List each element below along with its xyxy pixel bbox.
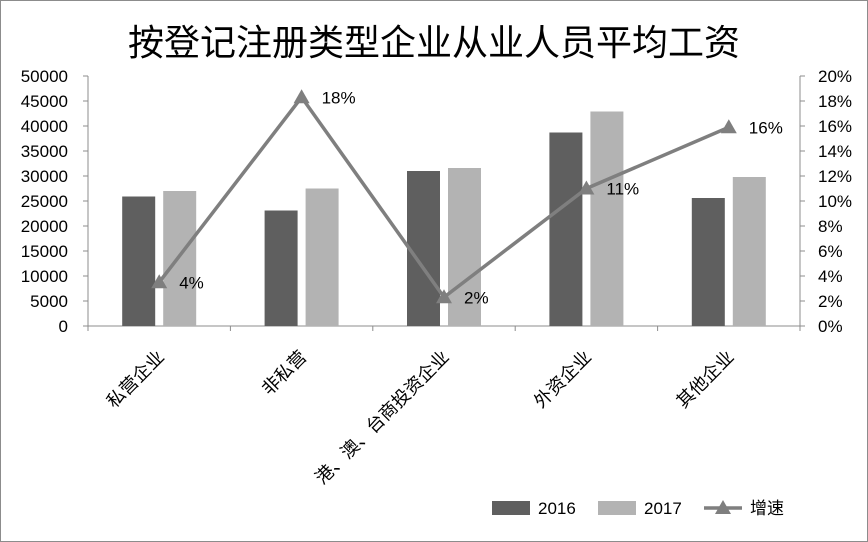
y-right-tick-label: 16%: [818, 117, 852, 136]
y-right-tick-label: 0%: [818, 317, 843, 336]
growth-data-label: 2%: [464, 288, 489, 307]
y-right-tick-label: 8%: [818, 217, 843, 236]
bar-2016: [122, 196, 156, 326]
legend-label: 2017: [644, 499, 682, 518]
legend-label: 2016: [538, 499, 576, 518]
y-right-tick-label: 12%: [818, 167, 852, 186]
y-left-tick-label: 45000: [21, 92, 68, 111]
growth-marker: [151, 274, 168, 289]
y-right-tick-label: 18%: [818, 92, 852, 111]
y-right-tick-label: 14%: [818, 142, 852, 161]
legend: 2016 2017 增速: [492, 499, 784, 518]
y-left-tick-label: 20000: [21, 217, 68, 236]
legend-triangle-icon: [715, 500, 731, 514]
x-category-label: 非私营: [258, 347, 311, 400]
y-left-tick-label: 30000: [21, 167, 68, 186]
growth-marker: [578, 180, 595, 195]
bars-layer: [122, 111, 766, 326]
growth-line-layer: [151, 89, 737, 304]
y-right-tick-label: 6%: [818, 242, 843, 261]
chart-title: 按登记注册类型企业从业人员平均工资: [128, 23, 740, 64]
y-left-tick-label: 0: [59, 317, 68, 336]
x-category-label: 港、澳、台商投资企业: [311, 347, 453, 489]
bar-2016: [407, 171, 440, 326]
growth-data-label: 4%: [179, 273, 204, 292]
legend-label: 增速: [750, 499, 784, 518]
bar-2017: [305, 188, 339, 326]
y-left-tick-label: 25000: [21, 192, 68, 211]
bar-2017: [163, 191, 197, 326]
y-left-tick-label: 50000: [21, 67, 68, 86]
y-right-tick-label: 10%: [818, 192, 852, 211]
growth-data-label: 18%: [322, 88, 356, 107]
growth-data-label: 16%: [749, 118, 783, 137]
bar-2017: [590, 111, 624, 326]
y-right-tick-label: 20%: [818, 67, 852, 86]
growth-data-label: 11%: [606, 180, 639, 199]
y-left-tick-label: 15000: [21, 242, 68, 261]
y-left-tick-label: 5000: [30, 292, 68, 311]
x-category-label: 外资企业: [530, 347, 596, 413]
y-left-tick-label: 40000: [21, 117, 68, 136]
bar-2016: [691, 198, 725, 326]
legend-swatch-2017: [598, 501, 636, 515]
labels-layer: 4% 18% 2% 11% 16%: [179, 88, 783, 307]
x-category-label: 私营企业: [103, 347, 169, 413]
y-left-tick-label: 10000: [21, 267, 68, 286]
legend-swatch-2016: [492, 501, 530, 515]
growth-marker: [293, 89, 310, 104]
bar-2017: [448, 168, 481, 326]
growth-marker: [720, 119, 737, 134]
bar-2016: [549, 132, 583, 326]
y-right-tick-label: 4%: [818, 267, 843, 286]
y-left-tick-label: 35000: [21, 142, 68, 161]
y-right-tick-label: 2%: [818, 292, 843, 311]
growth-marker: [436, 289, 452, 304]
bar-2016: [264, 210, 298, 326]
x-category-label: 其他企业: [673, 347, 739, 413]
bar-2017: [732, 177, 766, 326]
growth-line: [157, 95, 730, 299]
